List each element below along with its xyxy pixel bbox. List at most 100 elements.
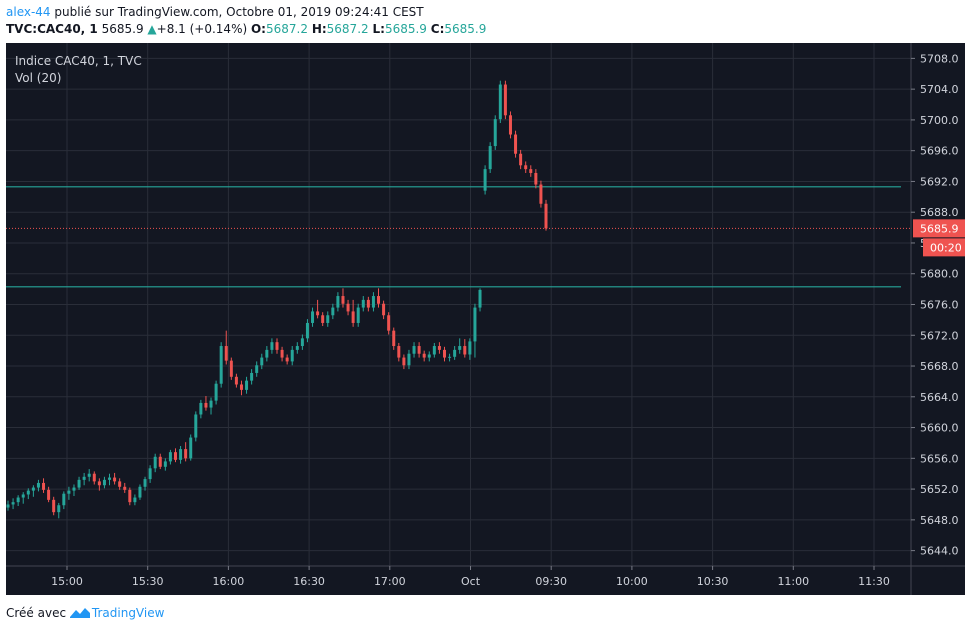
tradingview-logo-icon <box>69 608 90 618</box>
high-label: H: <box>311 22 327 36</box>
candle-body-67 <box>346 303 350 312</box>
candle-body-76 <box>392 330 396 347</box>
current-price-tag: 5685.9 00:20 <box>913 219 965 257</box>
time-tick-label-8: 10:30 <box>697 575 729 588</box>
candle-body-44 <box>229 360 233 377</box>
price-tick-label-6: 5668.0 <box>920 360 959 373</box>
publish-line: alex-44 publié sur TradingView.com, Octo… <box>6 4 486 21</box>
candle-body-83 <box>427 354 431 358</box>
candle-body-63 <box>326 315 330 323</box>
candle-body-24 <box>128 489 132 503</box>
time-tick-label-10: 11:30 <box>858 575 890 588</box>
price-tick-label-7: 5672.0 <box>920 329 959 342</box>
price-tick-label-8: 5676.0 <box>920 299 959 312</box>
time-tick-label-6: 09:30 <box>535 575 567 588</box>
price-tag-bg <box>913 219 965 238</box>
candle-body-29 <box>153 456 157 469</box>
candle-body-16 <box>87 473 91 477</box>
chart-background <box>6 43 965 595</box>
time-axis[interactable]: 15:00 15:30 16:00 16:30 17:00 Oct 09:30 10:00 10… <box>51 566 890 588</box>
close-value: 5685.9 <box>444 22 487 36</box>
price-tag-label: 5685.9 <box>920 222 959 235</box>
candles <box>6 80 548 519</box>
grid-lines <box>6 43 911 566</box>
candle-body-98 <box>503 84 507 116</box>
price-tick-label-13: 5696.0 <box>920 145 959 158</box>
candle-body-19 <box>102 479 106 486</box>
close-label: C: <box>430 22 445 36</box>
legend-title: Indice CAC40, 1, TVC <box>15 54 142 68</box>
open-label: O: <box>250 22 266 36</box>
candle-body-20 <box>108 477 112 480</box>
candle-body-5 <box>31 487 35 491</box>
candle-body-12 <box>67 490 71 494</box>
high-value: 5687.2 <box>326 22 369 36</box>
candle-body-46 <box>239 384 243 390</box>
candle-body-74 <box>382 303 386 316</box>
chart-header: alex-44 publié sur TradingView.com, Octo… <box>6 4 486 38</box>
candle-body-41 <box>214 383 218 401</box>
candle-body-73 <box>377 296 381 304</box>
price-tick-label-1: 5648.0 <box>920 514 959 527</box>
symbol-label: TVC:CAC40, 1 <box>6 22 98 36</box>
candle-body-27 <box>143 479 147 487</box>
candle-body-65 <box>336 296 340 308</box>
candle-body-101 <box>519 153 523 166</box>
candle-body-50 <box>260 357 264 366</box>
candle-body-88 <box>453 349 457 357</box>
low-label: L: <box>372 22 385 36</box>
price-chart[interactable]: 5644.0 5648.0 5652.0 5656.0 5660.0 5664.0 5668… <box>6 43 965 595</box>
candle-body-86 <box>442 349 446 358</box>
candle-body-51 <box>265 349 269 358</box>
candle-body-17 <box>92 473 96 482</box>
price-tick-label-5: 5664.0 <box>920 391 959 404</box>
published-text: publié sur TradingView.com, Octobre 01, … <box>54 5 424 19</box>
price-axis[interactable]: 5644.0 5648.0 5652.0 5656.0 5660.0 5664.0 5668… <box>911 52 959 558</box>
candle-body-84 <box>432 346 436 355</box>
last-price: 5685.9 <box>101 22 144 36</box>
candle-body-14 <box>77 479 81 488</box>
price-tick-label-2: 5652.0 <box>920 483 959 496</box>
candle-body-11 <box>62 493 66 506</box>
author-link[interactable]: alex-44 <box>6 5 51 19</box>
candle-body-36 <box>189 437 193 459</box>
candle-body-52 <box>270 342 274 350</box>
candle-body-103 <box>529 169 533 173</box>
candle-body-69 <box>356 307 360 323</box>
open-value: 5687.2 <box>265 22 308 36</box>
candle-body-60 <box>311 311 315 323</box>
tradingview-link[interactable]: TradingView <box>91 606 165 620</box>
candle-body-33 <box>173 452 177 460</box>
price-tick-label-12: 5692.0 <box>920 175 959 188</box>
candle-body-47 <box>245 380 249 390</box>
candle-body-66 <box>341 296 345 304</box>
candle-body-55 <box>285 357 289 362</box>
candle-body-105 <box>539 184 543 204</box>
candle-body-37 <box>194 414 198 438</box>
candle-body-45 <box>234 376 238 385</box>
time-tick-label-0: 15:00 <box>51 575 83 588</box>
candle-body-85 <box>437 346 441 350</box>
candle-body-32 <box>168 452 172 462</box>
candle-body-71 <box>366 299 370 308</box>
candle-body-102 <box>524 165 528 170</box>
candle-body-91 <box>468 341 472 355</box>
candle-body-26 <box>138 486 142 498</box>
candle-body-35 <box>184 449 188 459</box>
time-tick-label-1: 15:30 <box>132 575 164 588</box>
candle-body-78 <box>402 357 406 366</box>
candle-body-15 <box>82 476 86 480</box>
candle-body-48 <box>250 372 254 381</box>
candle-body-59 <box>305 322 309 339</box>
price-tick-label-16: 5708.0 <box>920 52 959 65</box>
candle-body-38 <box>199 402 203 415</box>
low-value: 5685.9 <box>384 22 427 36</box>
price-tick-label-11: 5688.0 <box>920 206 959 219</box>
candle-body-18 <box>97 481 101 486</box>
candle-body-94 <box>483 169 487 191</box>
candle-body-31 <box>163 461 167 467</box>
candle-body-62 <box>321 315 325 323</box>
candle-body-3 <box>21 494 25 498</box>
created-with-text: Créé avec <box>6 606 67 620</box>
candle-body-90 <box>463 346 467 355</box>
